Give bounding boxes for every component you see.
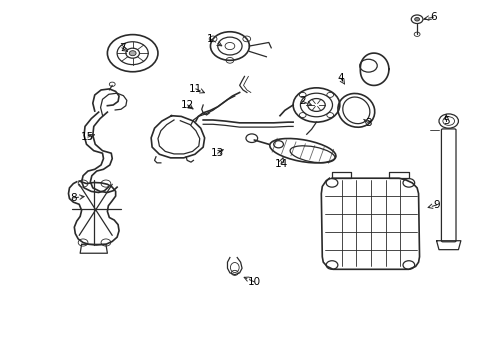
Text: 8: 8	[70, 193, 77, 203]
Text: 13: 13	[211, 148, 224, 158]
Text: 12: 12	[181, 100, 194, 110]
Text: 15: 15	[81, 132, 94, 142]
Text: 5: 5	[442, 116, 448, 126]
Circle shape	[129, 51, 136, 56]
Text: 6: 6	[429, 13, 436, 22]
Text: 10: 10	[247, 277, 260, 287]
Text: 7: 7	[119, 43, 125, 53]
Text: 11: 11	[189, 84, 202, 94]
Text: 4: 4	[337, 73, 344, 83]
Text: 1: 1	[207, 34, 213, 44]
Text: 2: 2	[299, 96, 305, 107]
Text: 3: 3	[365, 118, 371, 128]
Text: 14: 14	[274, 159, 287, 169]
Text: 9: 9	[432, 200, 439, 210]
Circle shape	[414, 18, 419, 21]
